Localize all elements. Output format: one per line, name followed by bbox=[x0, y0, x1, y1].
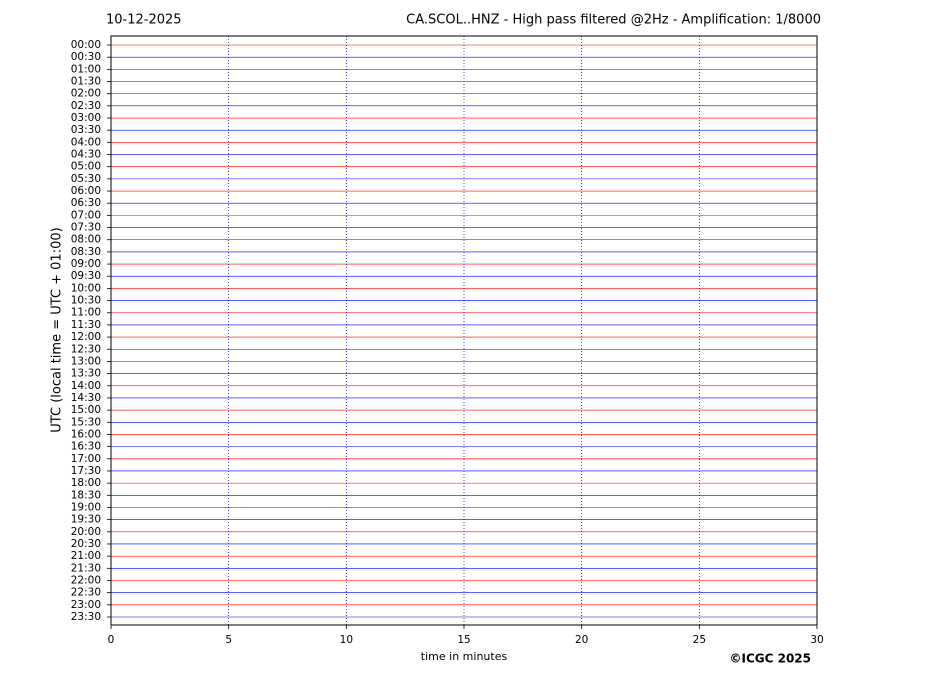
x-axis-label: time in minutes bbox=[421, 650, 508, 663]
y-tick-label: 03:00 bbox=[71, 112, 101, 124]
y-tick-label: 17:00 bbox=[71, 453, 101, 465]
y-tick-label: 03:30 bbox=[71, 124, 101, 136]
y-tick-label: 23:30 bbox=[71, 611, 101, 623]
y-tick-label: 01:30 bbox=[71, 76, 101, 88]
y-tick-label: 13:30 bbox=[71, 368, 101, 380]
y-tick-label: 16:30 bbox=[71, 441, 101, 453]
y-tick-label: 08:00 bbox=[71, 234, 101, 246]
y-tick-label: 11:30 bbox=[71, 319, 101, 331]
y-tick-label: 14:30 bbox=[71, 392, 101, 404]
y-tick-label: 18:30 bbox=[71, 489, 101, 501]
y-tick-label: 21:00 bbox=[71, 550, 101, 562]
y-tick-label: 11:00 bbox=[71, 307, 101, 319]
y-tick-label: 12:30 bbox=[71, 343, 101, 355]
x-tick-label: 10 bbox=[340, 634, 353, 646]
x-tick-label: 25 bbox=[693, 634, 706, 646]
date: 10-12-2025 bbox=[106, 13, 182, 28]
y-tick-label: 05:30 bbox=[71, 173, 101, 185]
y-tick-label: 19:30 bbox=[71, 514, 101, 526]
y-tick-label: 20:00 bbox=[71, 526, 101, 538]
x-tick-label: 0 bbox=[108, 634, 115, 646]
y-tick-label: 04:00 bbox=[71, 136, 101, 148]
y-tick-label: 20:30 bbox=[71, 538, 101, 550]
y-tick-label: 18:00 bbox=[71, 477, 101, 489]
y-axis-label: UTC (local time = UTC + 01:00) bbox=[50, 227, 65, 432]
y-tick-label: 21:30 bbox=[71, 562, 101, 574]
plot-area: 00:0000:3001:0001:3002:0002:3003:0003:30… bbox=[71, 36, 824, 646]
y-tick-label: 23:00 bbox=[71, 599, 101, 611]
y-tick-label: 15:30 bbox=[71, 416, 101, 428]
chart-title: CA.SCOL..HNZ - High pass filtered @2Hz -… bbox=[406, 13, 821, 28]
y-tick-label: 04:30 bbox=[71, 149, 101, 161]
y-tick-label: 10:30 bbox=[71, 295, 101, 307]
x-tick-label: 15 bbox=[457, 634, 470, 646]
y-tick-label: 12:00 bbox=[71, 331, 101, 343]
y-tick-label: 09:00 bbox=[71, 258, 101, 270]
y-tick-label: 01:00 bbox=[71, 63, 101, 75]
y-tick-label: 14:00 bbox=[71, 380, 101, 392]
y-tick-label: 06:00 bbox=[71, 185, 101, 197]
y-tick-label: 05:00 bbox=[71, 161, 101, 173]
y-tick-label: 00:30 bbox=[71, 51, 101, 63]
x-tick-label: 30 bbox=[810, 634, 823, 646]
y-tick-label: 19:00 bbox=[71, 501, 101, 513]
x-tick-label: 5 bbox=[225, 634, 232, 646]
y-tick-label: 08:30 bbox=[71, 246, 101, 258]
y-tick-label: 02:30 bbox=[71, 100, 101, 112]
y-tick-label: 13:00 bbox=[71, 355, 101, 367]
y-tick-label: 16:00 bbox=[71, 428, 101, 440]
credit: ©ICGC 2025 bbox=[729, 652, 811, 666]
y-tick-label: 09:30 bbox=[71, 270, 101, 282]
y-tick-label: 10:00 bbox=[71, 282, 101, 294]
y-tick-label: 07:30 bbox=[71, 222, 101, 234]
y-tick-label: 22:00 bbox=[71, 574, 101, 586]
y-tick-label: 17:30 bbox=[71, 465, 101, 477]
y-tick-label: 06:30 bbox=[71, 197, 101, 209]
y-tick-label: 00:00 bbox=[71, 39, 101, 51]
y-tick-label: 22:30 bbox=[71, 587, 101, 599]
y-tick-label: 07:00 bbox=[71, 209, 101, 221]
plot-frame bbox=[110, 35, 818, 626]
y-tick-label: 15:00 bbox=[71, 404, 101, 416]
x-tick-label: 20 bbox=[575, 634, 588, 646]
y-tick-label: 02:00 bbox=[71, 88, 101, 100]
